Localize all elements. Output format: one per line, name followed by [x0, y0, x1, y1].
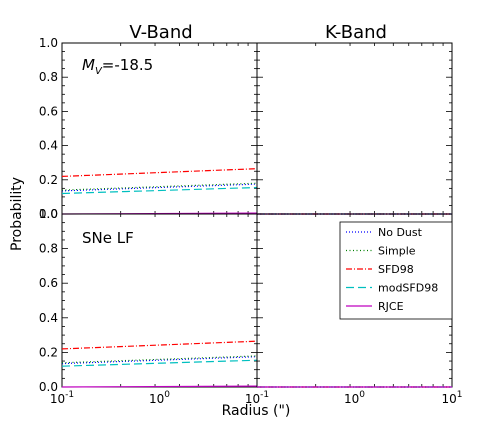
- series-line-modsfd98-bottom-left: [61, 359, 258, 367]
- column-title-v-band: V-Band: [129, 22, 192, 43]
- y-tick-label: 0.2: [39, 173, 58, 187]
- y-tick-label: 0.4: [39, 311, 58, 325]
- x-axis-label: Radius ("): [222, 403, 291, 419]
- series-line-modsfd98-top-left: [61, 186, 258, 195]
- y-tick-label: 0.0: [39, 207, 58, 221]
- y-tick-label: 1.0: [39, 207, 58, 221]
- series-line-rjce-bottom-left: [61, 385, 258, 388]
- panel-frame-top-right: [256, 42, 453, 215]
- series-line-simple-bottom-left: [61, 355, 258, 364]
- annotation-magnitude-value: =-18.5: [102, 56, 153, 74]
- legend: No Dust Simple SFD98 modSFD98 RJCE: [339, 221, 453, 320]
- legend-box: [339, 221, 453, 320]
- y-tick-label: 1.0: [39, 36, 58, 50]
- legend-items: No Dust Simple SFD98 modSFD98 RJCE: [346, 226, 438, 313]
- legend-label-simple: Simple: [378, 245, 416, 258]
- legend-label-no-dust: No Dust: [378, 226, 423, 239]
- y-tick-label: 0.0: [39, 380, 58, 394]
- annotation-magnitude-base: M: [82, 56, 95, 74]
- plot-layer: 0.00.20.40.60.81.00.00.20.40.60.81.010-1…: [39, 36, 463, 406]
- y-tick-label: 0.6: [39, 104, 58, 118]
- x-tick-label: 101: [441, 390, 462, 406]
- series-line-sfd98-bottom-left: [61, 340, 258, 350]
- x-tick-label: 10-1: [50, 390, 74, 406]
- legend-label-modsfd98: modSFD98: [378, 282, 438, 295]
- series-line-simple-top-left: [61, 182, 258, 191]
- legend-label-sfd98: SFD98: [378, 263, 414, 276]
- y-tick-label: 0.8: [39, 242, 58, 256]
- y-tick-label: 0.8: [39, 70, 58, 84]
- y-tick-label: 0.2: [39, 345, 58, 359]
- annotation-sne-lf: SNe LF: [82, 229, 134, 247]
- series-line-no-dust-bottom-left: [61, 356, 258, 365]
- legend-label-rjce: RJCE: [378, 300, 404, 313]
- annotation-magnitude: MV=-18.5: [82, 56, 153, 77]
- series-line-no-dust-top-left: [61, 183, 258, 192]
- x-tick-label: 10-1: [245, 390, 269, 406]
- y-tick-label: 0.4: [39, 139, 58, 153]
- y-axis-label: Probability: [9, 177, 25, 251]
- column-title-k-band: K-Band: [325, 22, 387, 43]
- x-tick-label: 100: [344, 390, 365, 406]
- x-tick-label: 100: [149, 390, 170, 406]
- annotation-magnitude-sub: V: [95, 66, 103, 77]
- y-tick-label: 0.6: [39, 276, 58, 290]
- series-line-sfd98-top-left: [61, 168, 258, 177]
